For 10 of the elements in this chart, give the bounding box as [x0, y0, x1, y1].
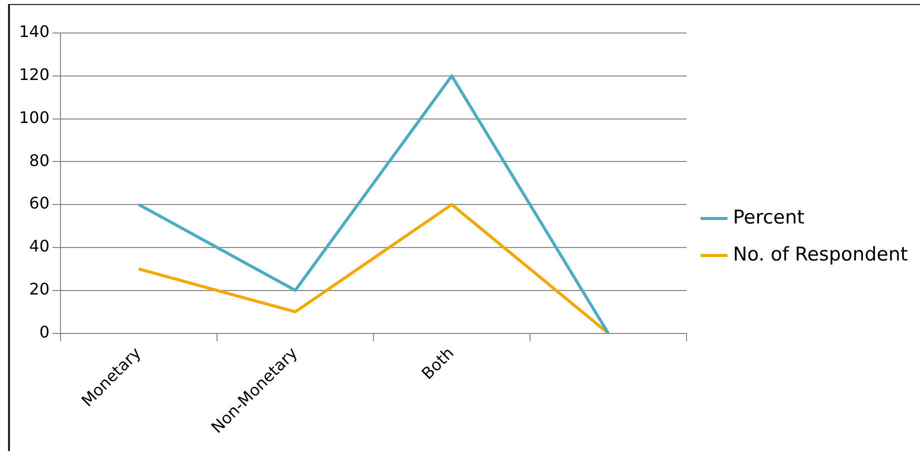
legend-label: No. of Respondent: [733, 243, 908, 266]
y-tick-label: 100: [18, 108, 50, 127]
y-tick-label: 80: [29, 150, 50, 170]
y-tick-label: 60: [29, 194, 50, 213]
y-tick-label: 0: [39, 322, 50, 342]
y-tick-label: 140: [18, 22, 50, 42]
y-tick-label: 20: [29, 280, 50, 299]
legend-label: Percent: [733, 206, 804, 228]
y-tick-label: 40: [29, 236, 50, 256]
y-tick-label: 120: [18, 65, 50, 84]
